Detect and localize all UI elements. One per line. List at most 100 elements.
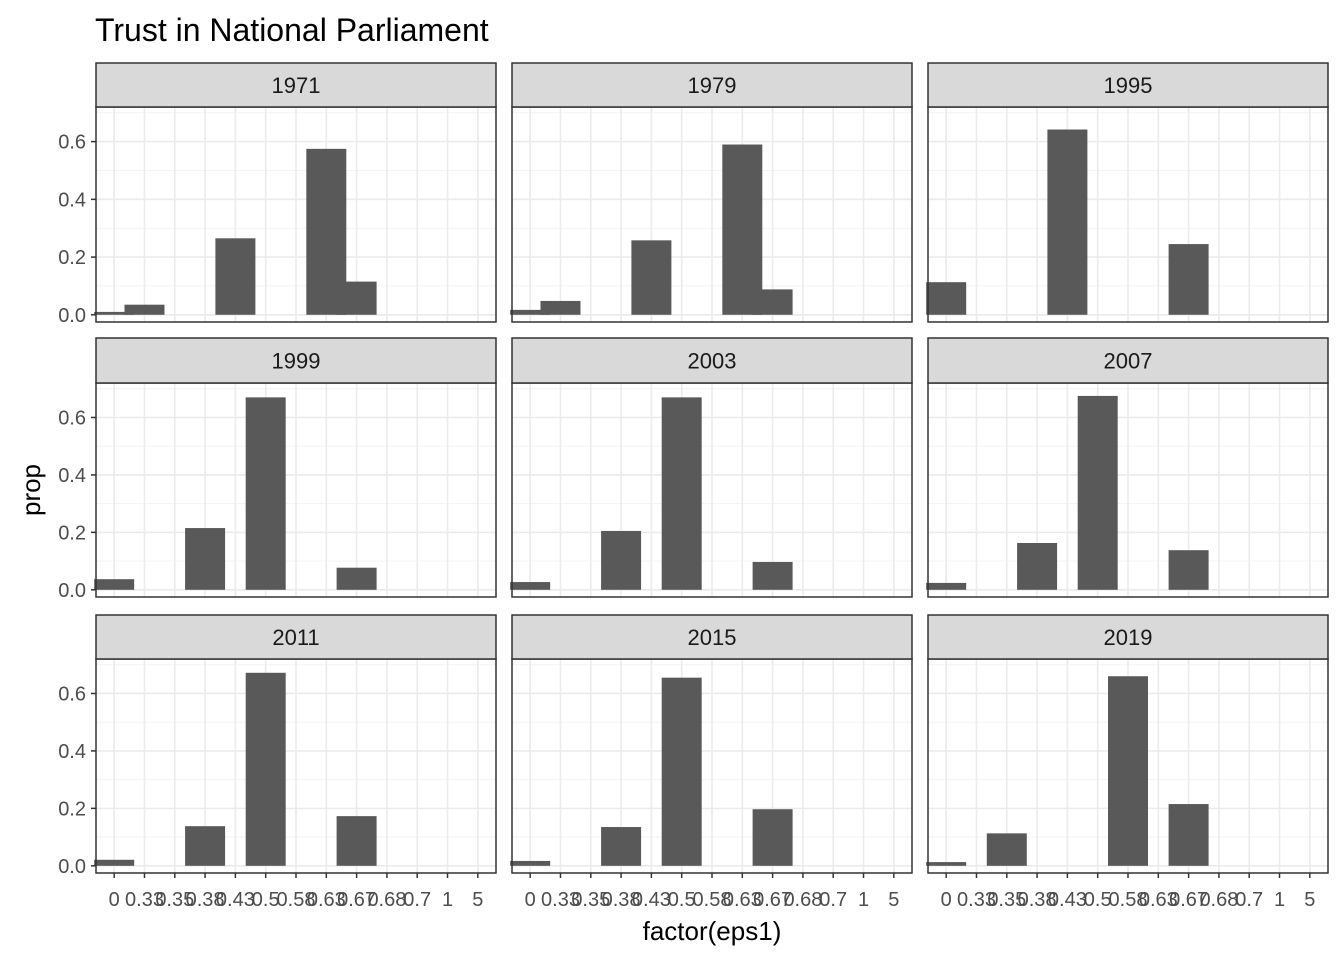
x-tick-label: 0.33: [957, 889, 996, 911]
bar-2015-0.67: [752, 809, 793, 866]
facet-strip-label: 2019: [1104, 625, 1153, 650]
bar-2011-0.67: [336, 816, 377, 866]
facet-strip: [511, 337, 913, 384]
bar-2015-0.38: [601, 827, 642, 866]
x-tick-label: 0: [525, 889, 536, 911]
panel-1995: 1995: [926, 62, 1329, 323]
x-tick-label: 0.43: [632, 889, 671, 911]
bar-2019-0: [926, 862, 967, 866]
x-tick-label: 5: [1304, 889, 1315, 911]
chart-title: Trust in National Parliament: [95, 12, 489, 48]
facet-strip-label: 2011: [272, 625, 319, 650]
x-tick-label: 0.58: [693, 889, 732, 911]
bar-2003-0: [510, 582, 551, 590]
bar-1999-0.38: [185, 528, 226, 590]
y-axis-title: prop: [16, 464, 46, 516]
x-tick-label: 0: [109, 889, 120, 911]
y-tick-label: 0.2: [58, 247, 86, 269]
y-tick-label: 0.6: [58, 132, 86, 154]
facet-strip-label: 2007: [1104, 349, 1153, 374]
facet-strip: [95, 614, 497, 660]
panel-1971: 1971 0.0 0.2 0.4 0.6: [58, 62, 497, 327]
panel-2019: 2019 0 0.330.350.380.430.50.580.630.670.68…: [926, 614, 1329, 911]
bar-2007-0.67: [1168, 550, 1209, 590]
facet-strip: [927, 62, 1329, 108]
x-tick-label: 0.5: [668, 889, 696, 911]
facet-strip: [511, 62, 913, 108]
bar-1995-0: [926, 282, 967, 315]
x-tick-label: 0.63: [1139, 889, 1178, 911]
facet-strip-label: 2003: [688, 349, 737, 374]
bar-2011-0.5: [245, 672, 286, 866]
x-tick-label: 0.35: [987, 889, 1026, 911]
facet-strip-label: 1999: [272, 349, 321, 374]
y-tick-label: 0.6: [58, 407, 86, 429]
bar-2015-0.5: [661, 677, 702, 866]
bar-1999-0: [94, 579, 135, 590]
bar-2007-0.38: [1017, 542, 1058, 590]
x-tick-label: 0.68: [783, 889, 822, 911]
x-axis-title: factor(eps1): [643, 916, 782, 946]
x-tick-label: 0.35: [155, 889, 194, 911]
facet-strip: [95, 62, 497, 108]
x-tick-label: 0.35: [571, 889, 610, 911]
x-tick-label: 0.33: [125, 889, 164, 911]
bar-1999-0.5: [245, 397, 286, 590]
facet-strip-label: 2015: [688, 625, 737, 650]
facet-strip: [511, 614, 913, 660]
x-tick-label: 0.38: [602, 889, 641, 911]
x-tick-label: 0.63: [307, 889, 346, 911]
x-tick-label: 0.7: [403, 889, 431, 911]
facet-strip: [95, 337, 497, 384]
bar-2007-0.5: [1077, 395, 1118, 590]
x-tick-label: 0.68: [1199, 889, 1238, 911]
bar-1971-0.43: [215, 238, 256, 315]
bar-1979-0: [510, 309, 551, 315]
bar-2019-0.58: [1108, 676, 1148, 866]
x-tick-label: 0.38: [186, 889, 225, 911]
x-tick-label: 0.63: [723, 889, 762, 911]
bar-1971-0.33: [124, 304, 165, 315]
x-tick-label: 0.7: [1235, 889, 1263, 911]
x-tick-label: 1: [1274, 889, 1285, 911]
facet-strip: [927, 614, 1329, 660]
facet-strip-label: 1971: [272, 73, 321, 98]
panel-1999: 1999 0.0 0.2 0.4 0.6: [58, 337, 497, 602]
y-tick-label: 0.4: [58, 465, 86, 487]
x-tick-label: 0.58: [277, 889, 316, 911]
x-tick-label: 5: [472, 889, 483, 911]
panel-2003: 2003: [510, 337, 913, 598]
bar-2003-0.5: [661, 397, 702, 590]
bar-2007-0: [926, 582, 967, 590]
x-tick-label: 0.67: [1169, 889, 1208, 911]
bar-1979-0.43: [631, 240, 672, 315]
x-tick-label: 0.68: [367, 889, 406, 911]
x-tick-label: 0.43: [1048, 889, 1087, 911]
y-tick-label: 0.4: [58, 741, 86, 763]
bar-2003-0.67: [752, 561, 793, 590]
bar-1979-0.63: [722, 144, 763, 315]
x-tick-label: 1: [442, 889, 453, 911]
bar-1999-0.67: [336, 567, 377, 590]
y-tick-label: 0.0: [58, 580, 86, 602]
panel-1979: 1979: [510, 62, 913, 323]
bar-2011-0.38: [185, 826, 226, 866]
bar-2011-0: [94, 859, 135, 866]
bar-1971-0: [94, 311, 135, 315]
bar-1979-0.33: [540, 300, 581, 315]
bar-2015-0: [510, 860, 551, 866]
bar-1971-0.67: [336, 281, 377, 315]
bar-1995-0.67: [1168, 244, 1209, 315]
x-tick-label: 0.5: [252, 889, 280, 911]
y-tick-label: 0.0: [58, 856, 86, 878]
facet-strip-label: 1979: [688, 73, 737, 98]
y-tick-label: 0.0: [58, 305, 86, 327]
y-tick-label: 0.6: [58, 683, 86, 705]
facet-strip-label: 1995: [1104, 73, 1153, 98]
bar-2019-0.67: [1168, 804, 1209, 866]
x-tick-label: 0.67: [753, 889, 792, 911]
x-tick-label: 0: [941, 889, 952, 911]
x-tick-label: 0.67: [337, 889, 376, 911]
bar-2003-0.38: [601, 530, 642, 590]
